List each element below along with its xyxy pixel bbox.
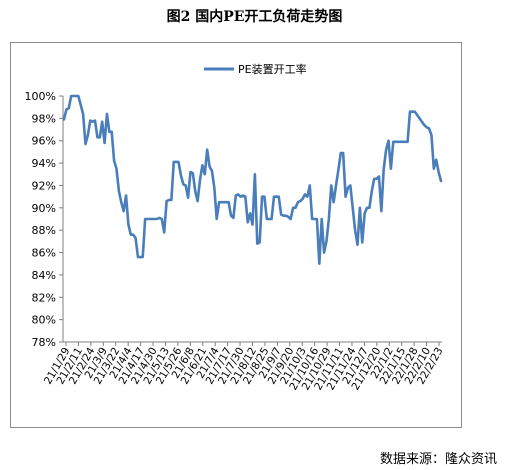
legend: PE装置开工率 bbox=[204, 62, 307, 76]
y-tick-label: 84% bbox=[32, 269, 56, 282]
figure-title: 图2 国内PE开工负荷走势图 bbox=[166, 9, 343, 25]
legend-label: PE装置开工率 bbox=[238, 62, 307, 76]
y-tick-label: 100% bbox=[25, 90, 56, 103]
y-tick-label: 96% bbox=[32, 135, 56, 148]
y-tick-label: 82% bbox=[32, 291, 56, 304]
line-chart: 78%80%82%84%86%88%90%92%94%96%98%100%21/… bbox=[25, 62, 446, 392]
y-tick-label: 90% bbox=[32, 202, 56, 215]
y-tick-label: 92% bbox=[32, 179, 56, 192]
y-tick-label: 88% bbox=[32, 224, 56, 237]
y-tick-label: 94% bbox=[32, 157, 56, 170]
chart-area: 78% 80% 82% 84% 86% 88% 90% 92% 94% 96% 98% 100% 21/… bbox=[10, 42, 462, 428]
y-tick-label: 98% bbox=[32, 112, 56, 125]
y-tick-label: 78% bbox=[32, 336, 56, 349]
series-line bbox=[62, 94, 443, 266]
y-tick-label: 80% bbox=[32, 314, 56, 327]
y-tick-label: 86% bbox=[32, 247, 56, 260]
source-note: 数据来源：隆众资讯 bbox=[379, 452, 497, 467]
series-layer bbox=[62, 94, 443, 266]
